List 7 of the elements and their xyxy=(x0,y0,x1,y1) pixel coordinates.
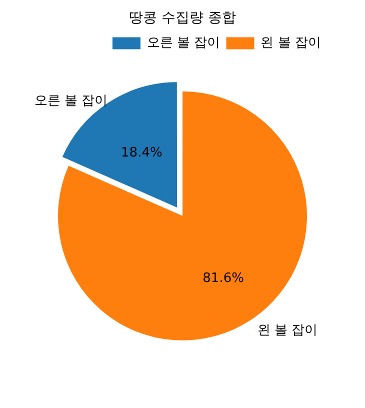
data-label: 18.4% xyxy=(121,146,162,161)
legend-label: 왼 볼 잡이 xyxy=(260,36,321,51)
slice-label: 왼 볼 잡이 xyxy=(257,322,318,338)
slice-label: 오른 볼 잡이 xyxy=(34,94,108,109)
legend-label: 오른 볼 잡이 xyxy=(146,36,220,51)
data-label: 81.6% xyxy=(202,270,244,286)
chart-title: 땅콩 수집량 종합 xyxy=(129,10,236,26)
